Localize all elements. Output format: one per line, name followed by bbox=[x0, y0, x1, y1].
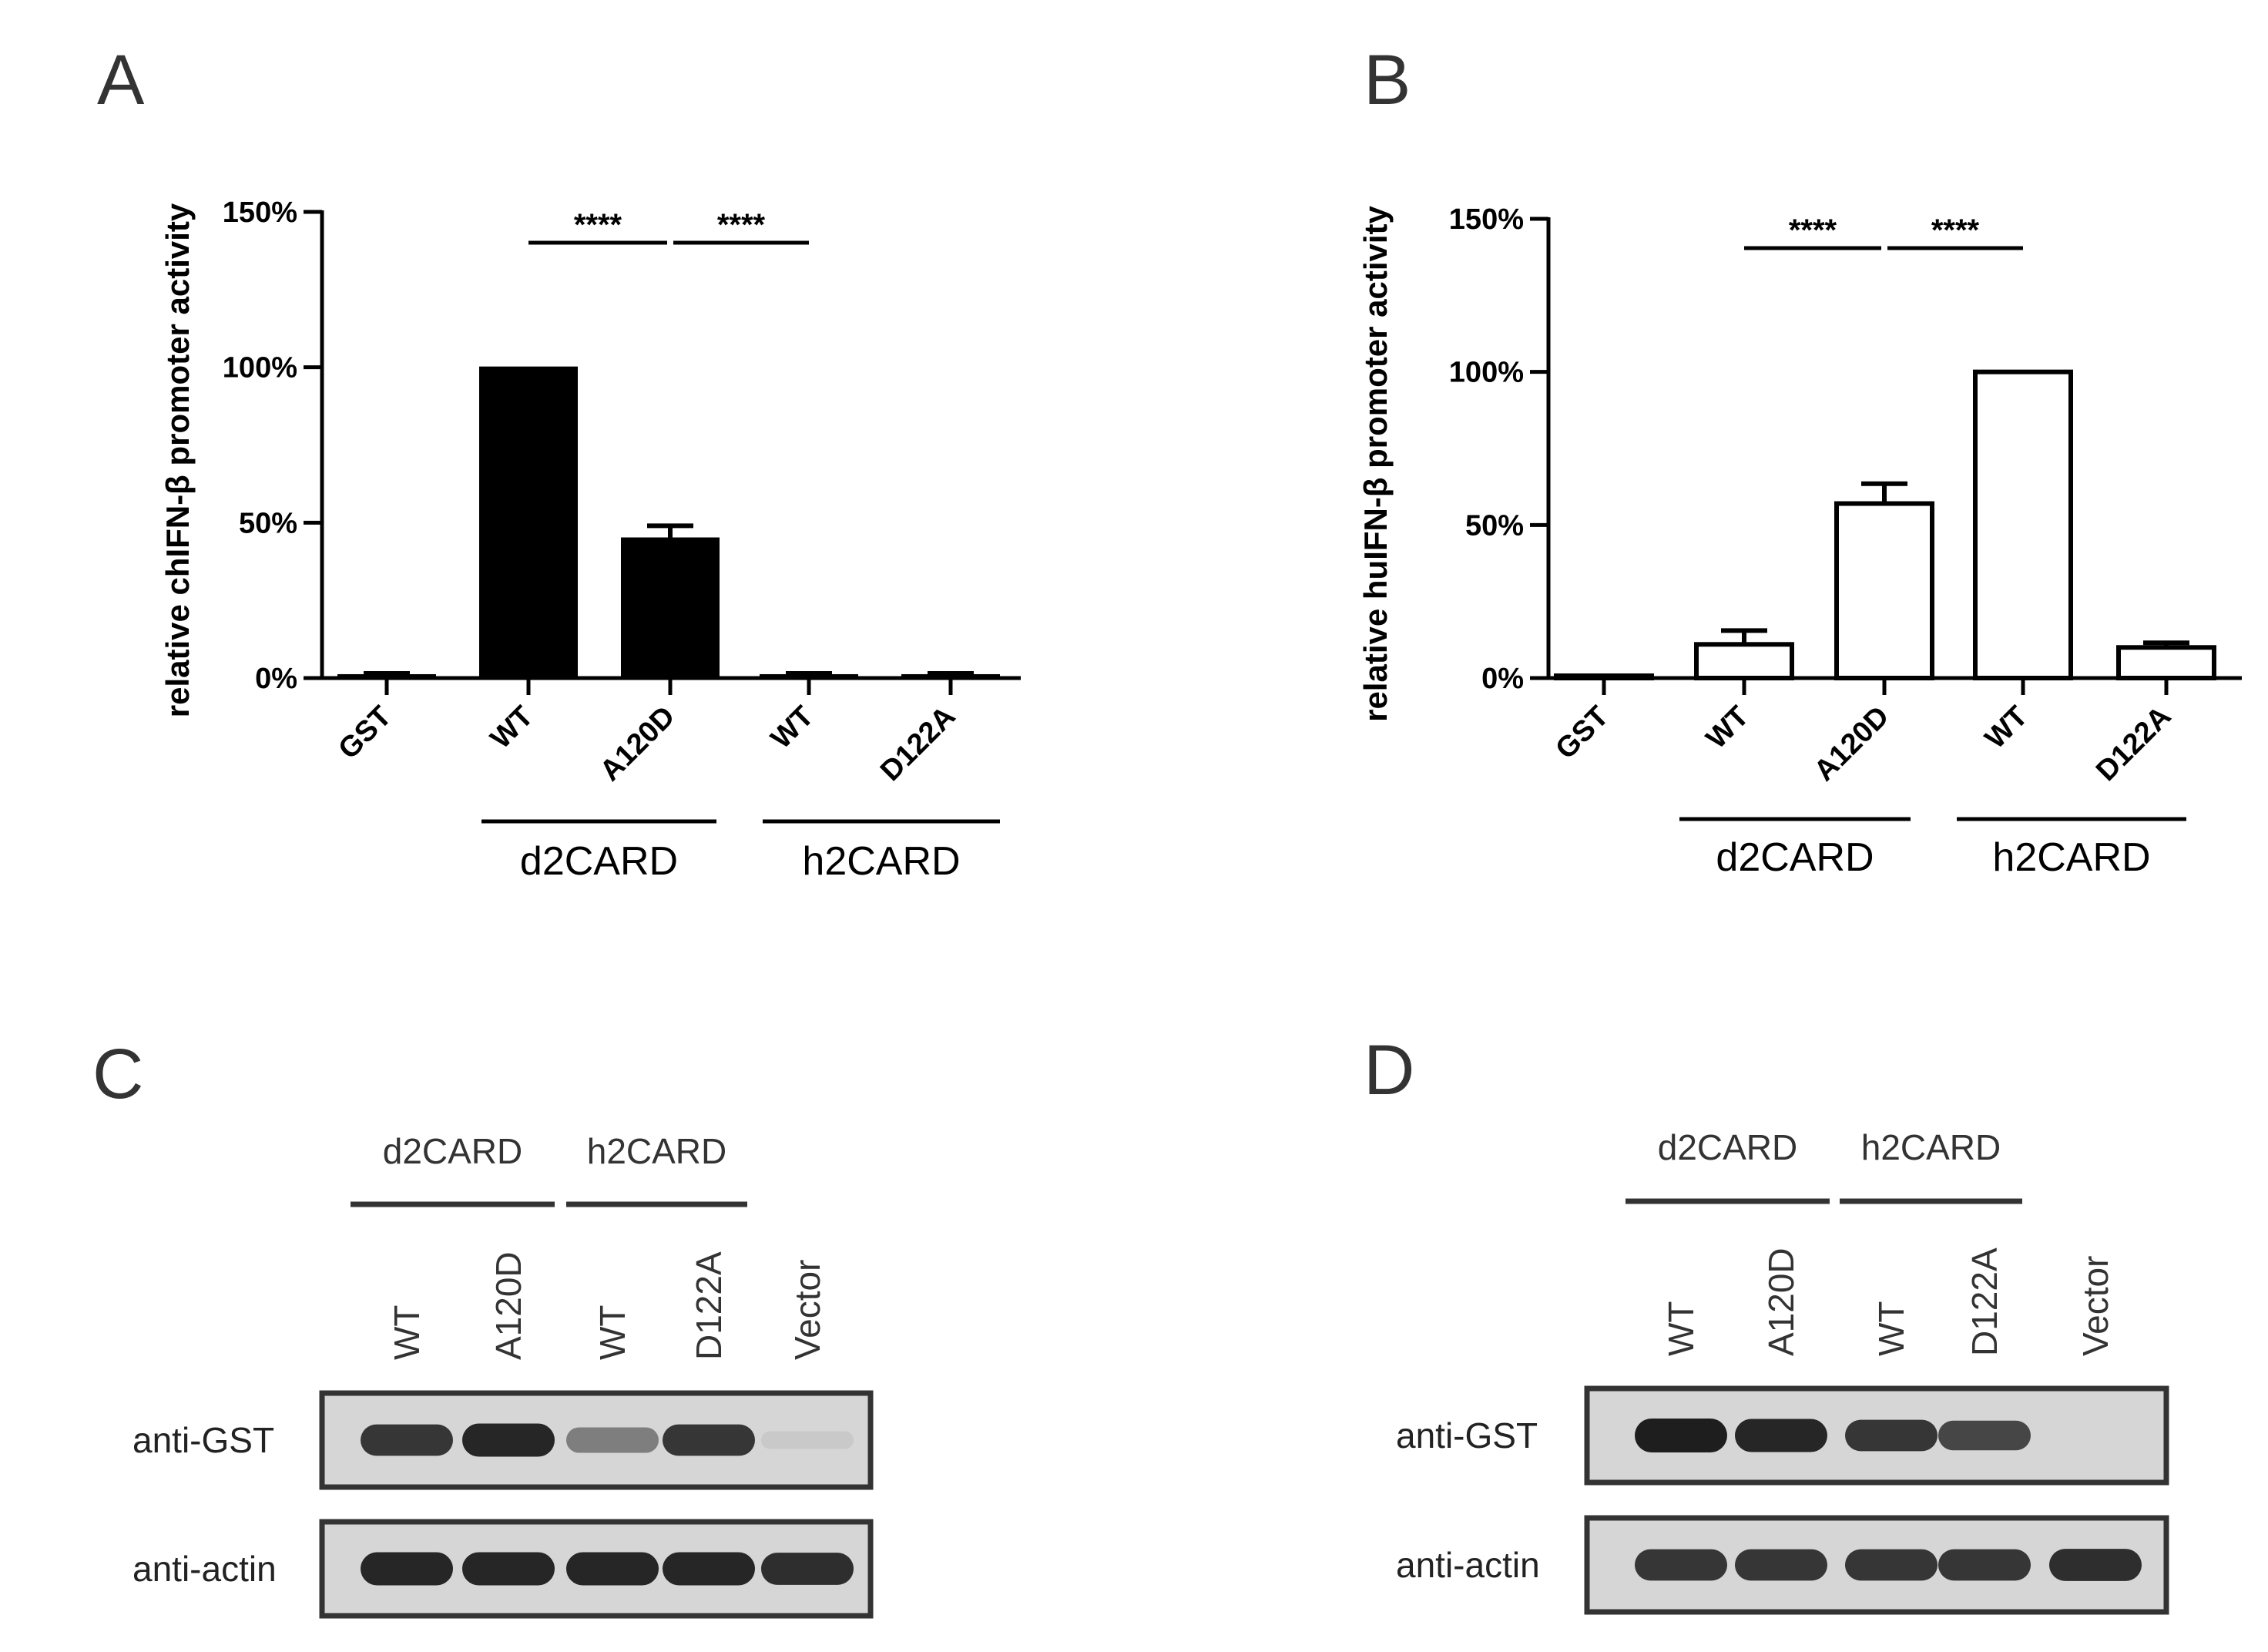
blot-band bbox=[462, 1423, 555, 1457]
blot-lane-label: WT bbox=[387, 1304, 427, 1360]
bar-chart-b: 0% 50% 100% 150% relative huIFN-β promoter a… bbox=[1357, 203, 2242, 880]
blot-lane-label: WT bbox=[592, 1304, 632, 1360]
blot-band bbox=[462, 1552, 555, 1586]
significance-label: **** bbox=[574, 208, 622, 242]
y-axis-title: relative huIFN-β promoter activity bbox=[1357, 205, 1394, 721]
blot-lane-label: D122A bbox=[689, 1251, 729, 1360]
blot-band bbox=[1635, 1549, 1727, 1581]
bar bbox=[621, 537, 720, 679]
blot-row-label: anti-actin bbox=[1396, 1545, 1540, 1585]
x-tick-label: WT bbox=[765, 700, 820, 755]
bar bbox=[1834, 501, 1934, 681]
bar bbox=[2116, 645, 2216, 680]
significance-label: **** bbox=[1931, 213, 1980, 247]
blot-row-label: anti-GST bbox=[1396, 1415, 1538, 1456]
significance-label: **** bbox=[1789, 213, 1837, 247]
group-label: d2CARD bbox=[1716, 835, 1874, 880]
blot-band bbox=[1735, 1419, 1827, 1452]
blot-band bbox=[1938, 1420, 2031, 1451]
blot-band bbox=[761, 1553, 854, 1585]
blot-row-label: anti-GST bbox=[133, 1420, 274, 1460]
blot-lane-label: A120D bbox=[1761, 1247, 1801, 1356]
blot-group-label: h2CARD bbox=[587, 1131, 727, 1171]
x-tick-label: GST bbox=[332, 700, 398, 766]
blot-band bbox=[1845, 1419, 1938, 1452]
blot-band bbox=[1635, 1419, 1727, 1452]
y-tick-label: 100% bbox=[223, 352, 297, 384]
y-tick-label: 150% bbox=[1449, 203, 1524, 236]
y-axis-title: relative chIFN-β promoter activity bbox=[159, 203, 196, 717]
blot-band bbox=[1735, 1549, 1827, 1581]
blot-band bbox=[761, 1431, 854, 1449]
blot-lane-label: Vector bbox=[787, 1260, 827, 1360]
blot-lane-label: WT bbox=[1661, 1301, 1701, 1356]
x-tick-label: GST bbox=[1549, 700, 1615, 766]
significance-label: **** bbox=[717, 208, 766, 242]
blot-band bbox=[361, 1424, 453, 1456]
blot-band bbox=[361, 1552, 453, 1586]
blot-row-label: anti-actin bbox=[133, 1549, 277, 1589]
y-tick-label: 100% bbox=[1449, 357, 1524, 389]
panel-letter-c: C bbox=[92, 1035, 143, 1113]
panel-letter-b: B bbox=[1364, 41, 1411, 119]
blot-group-label: h2CARD bbox=[1861, 1127, 2001, 1167]
y-tick-label: 50% bbox=[1465, 509, 1524, 542]
x-tick-label: A120D bbox=[594, 700, 681, 787]
x-tick-label: WT bbox=[485, 700, 539, 755]
group-label: h2CARD bbox=[1992, 835, 2150, 880]
y-tick-label: 150% bbox=[223, 196, 297, 229]
y-tick-label: 0% bbox=[255, 663, 297, 695]
x-tick-label: WT bbox=[1979, 700, 2034, 755]
blot-band bbox=[1845, 1549, 1938, 1581]
blot-band bbox=[566, 1552, 659, 1586]
western-blot-d: d2CARD h2CARD WT A120D WT D122A Vector anti-GST… bbox=[1396, 1127, 2169, 1615]
blot-group-label: d2CARD bbox=[1658, 1127, 1798, 1167]
group-label: d2CARD bbox=[520, 839, 678, 884]
blot-band bbox=[663, 1552, 755, 1586]
bar bbox=[1973, 369, 2073, 680]
bar-chart-a: 0% 50% 100% 150% relative chIFN-β promoter a… bbox=[159, 196, 1021, 884]
x-tick-label: A120D bbox=[1808, 700, 1895, 787]
group-label: h2CARD bbox=[802, 839, 960, 884]
blot-band bbox=[663, 1424, 755, 1456]
x-tick-label: WT bbox=[1700, 700, 1755, 755]
x-tick-label: D122A bbox=[874, 700, 961, 787]
blot-band bbox=[1938, 1549, 2031, 1581]
blot-lane-label: Vector bbox=[2075, 1256, 2115, 1356]
y-tick-label: 0% bbox=[1481, 663, 1524, 695]
panel-letter-d: D bbox=[1364, 1031, 1414, 1110]
blot-lane-label: D122A bbox=[1964, 1247, 2005, 1356]
blot-band bbox=[566, 1427, 659, 1453]
bar bbox=[1694, 642, 1794, 680]
blot-lane-label: A120D bbox=[488, 1251, 528, 1360]
panel-letter-a: A bbox=[97, 41, 145, 119]
blot-lane-label: WT bbox=[1871, 1301, 1911, 1356]
bar bbox=[1554, 673, 1654, 680]
blot-band bbox=[2049, 1549, 2142, 1581]
western-blot-c: d2CARD h2CARD WT A120D WT D122A Vector anti-GST… bbox=[133, 1131, 874, 1619]
y-tick-label: 50% bbox=[239, 507, 297, 539]
blot-group-label: d2CARD bbox=[383, 1131, 523, 1171]
bar bbox=[479, 366, 578, 679]
x-tick-label: D122A bbox=[2090, 700, 2177, 787]
